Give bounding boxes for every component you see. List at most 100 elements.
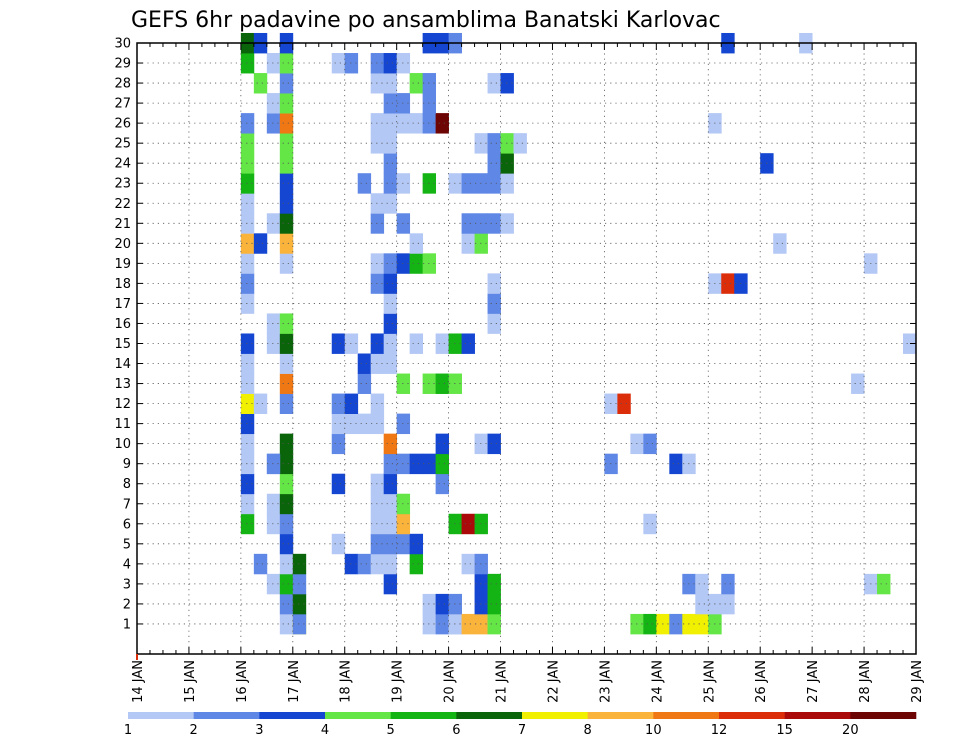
x-tick-label: 15 JAN xyxy=(183,660,198,703)
heatmap-cell xyxy=(383,73,398,94)
heatmap-cell xyxy=(461,333,475,354)
heatmap-cell xyxy=(279,373,294,394)
y-tick-label: 7 xyxy=(123,497,131,512)
heatmap-cell xyxy=(279,253,294,274)
heatmap-cell xyxy=(240,473,255,495)
heatmap-cell xyxy=(435,113,449,134)
heatmap-cell xyxy=(669,453,683,475)
heatmap-cells xyxy=(240,32,917,635)
colorbar-swatch xyxy=(390,712,457,719)
heatmap-cell xyxy=(279,173,294,194)
heatmap-cell xyxy=(383,253,398,274)
heatmap-cell xyxy=(409,113,424,134)
heatmap-cell xyxy=(383,433,398,455)
heatmap-cell xyxy=(695,573,709,595)
heatmap-cell xyxy=(357,353,372,374)
heatmap-cell xyxy=(435,593,449,615)
heatmap-cell xyxy=(513,133,527,154)
heatmap-cell xyxy=(240,133,255,154)
heatmap-cell xyxy=(279,213,294,234)
heatmap-cell xyxy=(279,353,294,374)
heatmap-cell xyxy=(383,273,398,294)
heatmap-cell xyxy=(331,533,346,555)
x-tick-label: 23 JAN xyxy=(598,660,613,703)
heatmap-cell xyxy=(279,393,294,414)
heatmap-cell xyxy=(357,413,372,435)
heatmap-cell xyxy=(240,513,255,535)
heatmap-cell xyxy=(240,373,255,394)
colorbar-label: 6 xyxy=(452,723,460,738)
heatmap-cell xyxy=(253,393,268,414)
x-tick-label: 28 JAN xyxy=(858,660,873,703)
heatmap-cell xyxy=(409,533,424,555)
heatmap-cell xyxy=(331,433,346,455)
x-tick-label: 14 JAN xyxy=(131,660,146,703)
heatmap-cell xyxy=(487,73,501,94)
y-tick-label: 19 xyxy=(114,257,131,272)
x-tick-label: 27 JAN xyxy=(806,660,821,703)
heatmap-cell xyxy=(435,613,449,635)
y-tick-label: 4 xyxy=(123,557,131,572)
y-tick-label: 3 xyxy=(123,577,131,592)
x-tick-label: 29 JAN xyxy=(910,660,925,703)
heatmap-cell xyxy=(487,213,501,234)
y-tick-label: 16 xyxy=(114,317,131,332)
colorbar-label: 1 xyxy=(124,723,132,738)
heatmap-cell xyxy=(344,333,359,354)
heatmap-cell xyxy=(383,193,398,214)
heatmap-cell xyxy=(487,613,501,635)
heatmap-cell xyxy=(383,133,398,154)
heatmap-cell xyxy=(279,493,294,515)
colorbar-swatch xyxy=(784,712,851,719)
heatmap-cell xyxy=(487,573,501,595)
heatmap-cell xyxy=(279,233,294,254)
heatmap-cell xyxy=(851,373,865,394)
x-tick-label: 22 JAN xyxy=(546,660,561,703)
heatmap-cell xyxy=(383,493,398,515)
heatmap-cell xyxy=(383,333,398,354)
heatmap-cell xyxy=(487,593,501,615)
heatmap-cell xyxy=(669,613,683,635)
heatmap-cell xyxy=(240,113,255,134)
heatmap-cell xyxy=(240,493,255,515)
heatmap-cell xyxy=(721,593,735,615)
heatmap-cell xyxy=(357,553,372,575)
y-tick-label: 21 xyxy=(114,217,131,232)
y-tick-label: 11 xyxy=(114,417,131,432)
y-tick-label: 12 xyxy=(114,397,131,412)
heatmap-cell xyxy=(253,553,268,575)
heatmap-cell xyxy=(266,493,281,515)
heatmap-cell xyxy=(461,513,475,535)
heatmap-cell xyxy=(240,333,255,354)
y-tick-label: 2 xyxy=(123,597,131,612)
heatmap-cell xyxy=(279,333,294,354)
heatmap-cell xyxy=(331,473,346,495)
heatmap-cell xyxy=(461,553,475,575)
heatmap-cell xyxy=(383,573,398,595)
heatmap-cell xyxy=(383,533,398,555)
heatmap-cell xyxy=(409,233,424,254)
heatmap-cell xyxy=(383,353,398,374)
heatmap-cell xyxy=(383,453,398,475)
heatmap-cell xyxy=(643,513,657,535)
heatmap-cell xyxy=(240,433,255,455)
colorbar-swatch xyxy=(193,712,260,719)
heatmap-cell xyxy=(344,553,359,575)
y-tick-label: 6 xyxy=(123,517,131,532)
y-tick-label: 18 xyxy=(114,277,131,292)
heatmap-cell xyxy=(279,153,294,174)
heatmap-cell xyxy=(617,393,631,414)
heatmap-cell xyxy=(279,433,294,455)
heatmap-cell xyxy=(279,533,294,555)
heatmap-cell xyxy=(240,253,255,274)
colorbar-label: 15 xyxy=(776,723,793,738)
heatmap-cell xyxy=(279,133,294,154)
y-tick-label: 28 xyxy=(114,77,131,92)
heatmap-cell xyxy=(240,273,255,294)
heatmap-cell xyxy=(344,393,359,414)
heatmap-cell xyxy=(292,613,307,635)
x-axis: 14 JAN 15 JAN 16 JAN 17 JAN 18 JAN 19 JAN 20 J… xyxy=(131,43,925,703)
heatmap-cell xyxy=(773,233,787,254)
heatmap-cell xyxy=(383,93,398,114)
heatmap-cell xyxy=(721,273,735,294)
